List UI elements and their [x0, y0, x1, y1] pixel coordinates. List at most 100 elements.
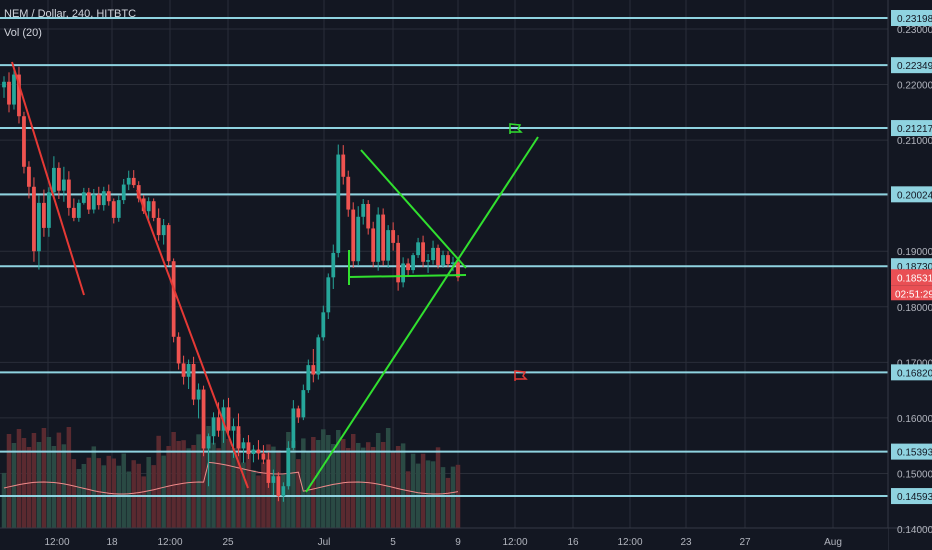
candle-body: [451, 262, 455, 265]
red-trend-line: [11, 61, 85, 296]
volume-bar: [336, 430, 341, 528]
candle-body: [7, 81, 11, 105]
y-tick-label: 0.18000: [897, 303, 932, 314]
volume-bar: [36, 442, 42, 528]
candle-body: [331, 252, 336, 278]
candle-body: [91, 194, 96, 210]
green-resistance-line: [360, 149, 467, 269]
volume-bar: [166, 446, 171, 528]
candle-body: [286, 447, 291, 487]
last-price-label: 0.18531: [897, 273, 932, 284]
candle-body: [101, 191, 106, 206]
candle-body: [386, 230, 391, 261]
x-tick-label: 9: [455, 537, 461, 548]
candle-body: [66, 179, 71, 208]
volume-bar: [395, 446, 401, 528]
volume-bar: [355, 443, 361, 528]
candle-body: [221, 407, 226, 431]
candle-body: [106, 191, 111, 202]
candle-body: [86, 192, 91, 210]
candle-body: [161, 225, 166, 236]
candle-body: [431, 247, 435, 261]
candle-body: [176, 336, 181, 364]
level-price-label: 0.21217: [897, 124, 932, 135]
x-tick-label: 12:00: [157, 537, 182, 548]
candle-body: [166, 225, 171, 262]
x-tick-label: 23: [680, 537, 692, 548]
volume-bar: [316, 440, 321, 528]
candle-body: [171, 261, 176, 337]
candle-body: [116, 200, 121, 218]
candle-body: [126, 177, 131, 185]
volume-bar: [41, 428, 47, 528]
candle-body: [321, 312, 326, 338]
candle-body: [131, 177, 136, 186]
candle-body: [446, 255, 450, 265]
volume-bar: [435, 447, 441, 528]
level-price-tag: [891, 488, 932, 505]
candle-body: [27, 166, 31, 187]
volume-bar: [350, 434, 356, 528]
level-price-label: 0.22349: [897, 61, 932, 72]
candle-body: [396, 242, 401, 283]
volume-bar: [445, 477, 451, 528]
candle-body: [366, 204, 371, 229]
candle-body: [206, 436, 211, 449]
x-tick-label: 5: [390, 537, 396, 548]
x-tick-label: 18: [106, 537, 118, 548]
volume-bar: [121, 453, 126, 528]
volume-bar: [296, 459, 301, 528]
candle-body: [381, 214, 386, 261]
candle-body: [226, 407, 231, 431]
y-tick-label: 0.23000: [897, 25, 932, 36]
x-tick-label: 16: [567, 537, 579, 548]
volume-bar: [331, 444, 336, 528]
volume-bar: [76, 469, 82, 528]
volume-bar: [301, 438, 306, 528]
candle-body: [436, 247, 440, 266]
candle-body: [346, 176, 351, 210]
volume-bar: [26, 447, 32, 528]
volume-bar: [86, 457, 92, 528]
x-tick-label: 12:00: [502, 537, 527, 548]
candle-body: [17, 74, 21, 117]
candle-body: [12, 74, 16, 105]
symbol-title: NEM / Dollar, 240, HITBTC: [4, 8, 137, 20]
level-price-tag: [891, 9, 932, 26]
candle-body: [266, 459, 271, 483]
level-price-label: 0.20024: [897, 190, 932, 201]
candle-body: [441, 255, 445, 266]
candle-body: [281, 486, 286, 497]
y-tick-label: 0.15000: [897, 469, 932, 480]
volume-bar: [1, 472, 7, 528]
volume-bar: [181, 440, 186, 528]
y-tick-label: 0.22000: [897, 81, 932, 92]
candle-body: [376, 214, 381, 262]
candle-body: [196, 389, 201, 400]
volume-bar: [246, 450, 251, 528]
candle-body: [2, 81, 6, 88]
volume-bar: [201, 440, 206, 528]
volume-bar: [211, 442, 216, 528]
candle-body: [296, 408, 301, 418]
candle-body: [251, 449, 256, 455]
candle-body: [351, 209, 356, 262]
candle-body: [361, 204, 366, 217]
volume-bar: [345, 448, 351, 528]
volume-bar: [410, 453, 416, 528]
candle-body: [316, 337, 321, 375]
red-trend-line: [136, 189, 249, 489]
candle-body: [416, 242, 420, 256]
volume-bar: [405, 471, 411, 528]
candle-body: [356, 216, 361, 262]
candle-body: [61, 179, 66, 191]
candle-body: [76, 202, 81, 218]
volume-bar: [375, 433, 381, 528]
volume-moving-average: [3, 461, 459, 495]
green-trend-line: [305, 136, 539, 493]
volume-bar: [430, 461, 436, 528]
y-tick-label: 0.17000: [897, 358, 932, 369]
volume-bar: [321, 429, 326, 528]
candle-body: [326, 277, 331, 313]
